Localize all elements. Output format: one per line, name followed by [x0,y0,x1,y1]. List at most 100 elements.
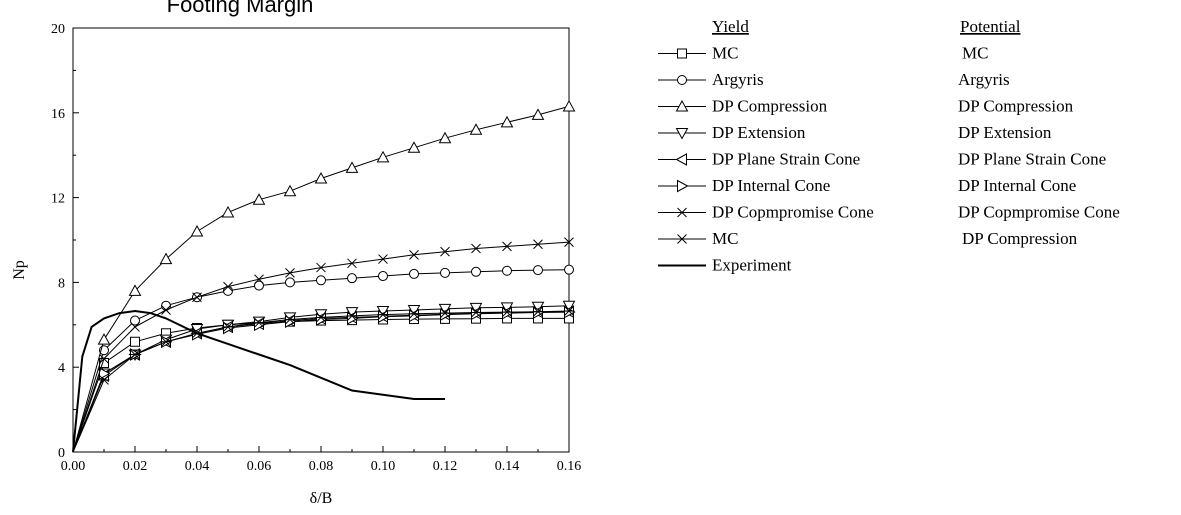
x-tick-label: 0.02 [123,459,148,474]
data-point [345,161,359,173]
data-point [160,336,172,347]
data-point [222,322,234,332]
legend-marker [676,234,688,244]
data-point [438,131,452,144]
legend-item: DP Extension DP Extension [658,123,1052,142]
series-line [72,317,569,453]
data-point [440,308,452,321]
x-tick-label: 0.12 [433,459,458,474]
data-point [409,249,419,260]
legend-item: MC DP Compression [658,229,1078,248]
legend-marker [677,179,689,193]
data-point [285,268,295,278]
x-tick-label: 0.04 [185,459,210,474]
legend-header-yield: Yield [712,17,749,36]
data-point [316,262,326,273]
legend: Yield Potential MC MC Argyris Argyris DP Compr… [658,17,1120,275]
legend-item: MC MC [658,44,988,63]
legend-item: DP Plane Strain Cone DP Plane Strain Cone [658,150,1106,169]
data-point [378,254,388,264]
legend-yield-label: DP Copmpromise Cone [712,203,874,222]
legend-yield-label: Argyris [712,70,764,89]
data-point [192,292,202,303]
legend-potential-label: MC [962,44,988,63]
series-6 [72,237,574,453]
legend-potential-label: DP Extension [958,123,1052,142]
series-line [72,311,570,453]
series-3 [72,300,576,453]
data-point [159,252,173,265]
data-point [501,307,513,317]
series-0 [72,313,574,453]
legend-yield-label: Experiment [712,256,792,275]
y-tick-label: 4 [58,361,65,376]
legend-marker [677,75,687,85]
data-point [221,205,235,218]
data-point [500,115,514,128]
legend-potential-label: DP Plane Strain Cone [958,150,1106,169]
data-point [346,311,358,321]
data-point [440,267,450,278]
data-point [502,265,512,276]
data-point [347,273,357,284]
data-point [409,268,419,279]
data-point [562,300,576,313]
y-tick-label: 12 [51,192,65,207]
data-point [378,271,388,282]
data-point [98,375,110,385]
data-point [316,275,326,286]
data-point [562,99,576,112]
x-tick-label: 0.14 [495,459,520,474]
series-layer [72,99,576,453]
data-point [469,123,483,135]
x-tick-label: 0.06 [247,459,272,474]
data-point [376,150,390,163]
data-point [223,281,233,292]
y-axis-label: Np [11,260,28,280]
series-line [72,309,445,453]
x-tick-label: 0.00 [61,459,86,474]
legend-marker [675,153,687,166]
legend-item: DP Internal Cone DP Internal Cone [658,176,1076,195]
data-point [128,284,142,296]
y-tick-label: 0 [58,446,65,461]
series-1 [72,264,574,453]
data-point [563,306,575,316]
data-point [285,277,295,288]
legend-potential-label: DP Internal Cone [958,176,1076,195]
legend-item: Experiment [658,256,792,275]
x-tick-label: 0.08 [309,459,334,474]
legend-yield-label: MC [712,44,738,63]
data-point [254,280,264,291]
data-point [347,258,357,269]
x-axis-label: δ/B [310,490,333,507]
data-point [533,239,543,250]
plot-area [72,27,570,453]
data-point [314,171,328,184]
data-point [440,246,450,257]
data-point [439,308,451,318]
axis-ticks: 0.00 0.02 0.04 0.06 0.08 0.10 0.12 0.14 0.16 0 4 8 1… [51,22,581,474]
series-line [72,241,570,453]
y-tick-label: 8 [58,276,65,291]
legend-yield-label: DP Internal Cone [712,176,830,195]
series-line [72,269,570,453]
legend-yield-label: MC [712,229,738,248]
data-point [471,243,481,254]
y-tick-label: 16 [51,107,65,122]
series-7 [72,306,575,453]
data-point [130,315,140,326]
data-point [564,264,574,275]
series-line [72,311,570,453]
legend-yield-label: DP Extension [712,123,806,142]
data-point [377,309,389,320]
legend-marker [677,48,687,59]
data-point [129,349,141,360]
legend-item: DP Compression DP Compression [658,97,1074,116]
data-point [470,307,482,318]
data-point [252,193,266,205]
data-point [253,317,265,328]
data-point [532,306,544,317]
data-point [408,308,420,319]
